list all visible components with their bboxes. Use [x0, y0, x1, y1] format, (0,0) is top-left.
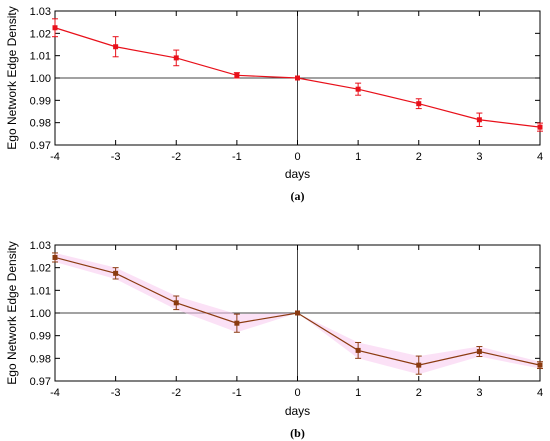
plot-frame [54, 10, 541, 146]
data-point [416, 101, 422, 107]
data-point [295, 310, 300, 316]
data-point [355, 347, 361, 353]
y-tick-label: 1.03 [30, 6, 51, 18]
x-tick-label: -4 [50, 387, 60, 399]
x-tick-label: 2 [416, 151, 422, 163]
x-tick-label: 2 [416, 387, 422, 399]
x-tick-label: -1 [232, 387, 242, 399]
x-tick-label: 1 [355, 151, 361, 163]
x-tick-label: -4 [50, 151, 60, 163]
y-tick-label: 0.97 [30, 140, 51, 152]
data-point [476, 349, 482, 355]
data-point [234, 72, 240, 78]
data-point [234, 320, 240, 326]
data-point [295, 75, 300, 81]
x-axis-title: days [285, 167, 310, 181]
y-tick-label: 0.99 [30, 95, 51, 107]
x-tick-label: -2 [171, 387, 181, 399]
y-tick-label: 1.01 [30, 51, 51, 63]
data-point [113, 270, 119, 276]
y-tick-label: 1.03 [30, 240, 51, 252]
x-axis-title: days [285, 404, 310, 418]
x-tick-label: 3 [476, 387, 482, 399]
y-tick-label: 1.02 [30, 28, 51, 40]
data-point [52, 25, 58, 31]
data-point [52, 254, 58, 260]
y-tick-label: 0.97 [30, 376, 51, 388]
y-axis-title: Ego Network Edge Density [5, 241, 19, 384]
x-tick-label: -3 [111, 387, 121, 399]
panel-caption: (b) [290, 426, 305, 440]
data-point [476, 117, 482, 123]
data-point [416, 362, 422, 368]
x-tick-label: 3 [476, 151, 482, 163]
y-tick-label: 1.00 [30, 73, 51, 85]
y-tick-label: 0.98 [30, 353, 51, 365]
data-point [355, 86, 361, 92]
x-tick-label: -3 [111, 151, 121, 163]
chart-panel-b: 0.97 0.98 0.99 1.00 1.01 1.02 1.03 -4 -3 -2 -1 0 1 2 3… [5, 240, 543, 440]
plot-frame [54, 244, 541, 382]
chart-panel-a: 0.97 0.98 0.99 1.00 1.01 1.02 1.03 -4 -3 -2 -1 0 1 2 3… [5, 6, 543, 203]
x-tick-label: 1 [355, 387, 361, 399]
y-tick-label: 1.00 [30, 308, 51, 320]
y-tick-label: 0.99 [30, 331, 51, 343]
x-tick-label: 0 [294, 387, 300, 399]
data-point [113, 44, 119, 50]
x-tick-label: -1 [232, 151, 242, 163]
y-tick-label: 0.98 [30, 118, 51, 130]
panel-caption: (a) [291, 189, 305, 203]
x-tick-label: 0 [294, 151, 300, 163]
data-point [537, 124, 543, 130]
x-tick-label: -2 [171, 151, 181, 163]
data-point [173, 55, 179, 61]
y-tick-label: 1.01 [30, 285, 51, 297]
y-axis-title: Ego Network Edge Density [5, 6, 19, 149]
data-point [537, 362, 543, 368]
y-tick-label: 1.02 [30, 263, 51, 275]
error-band [55, 252, 540, 375]
x-tick-label: 4 [537, 151, 543, 163]
data-point [173, 300, 179, 306]
x-tick-label: 4 [537, 387, 543, 399]
